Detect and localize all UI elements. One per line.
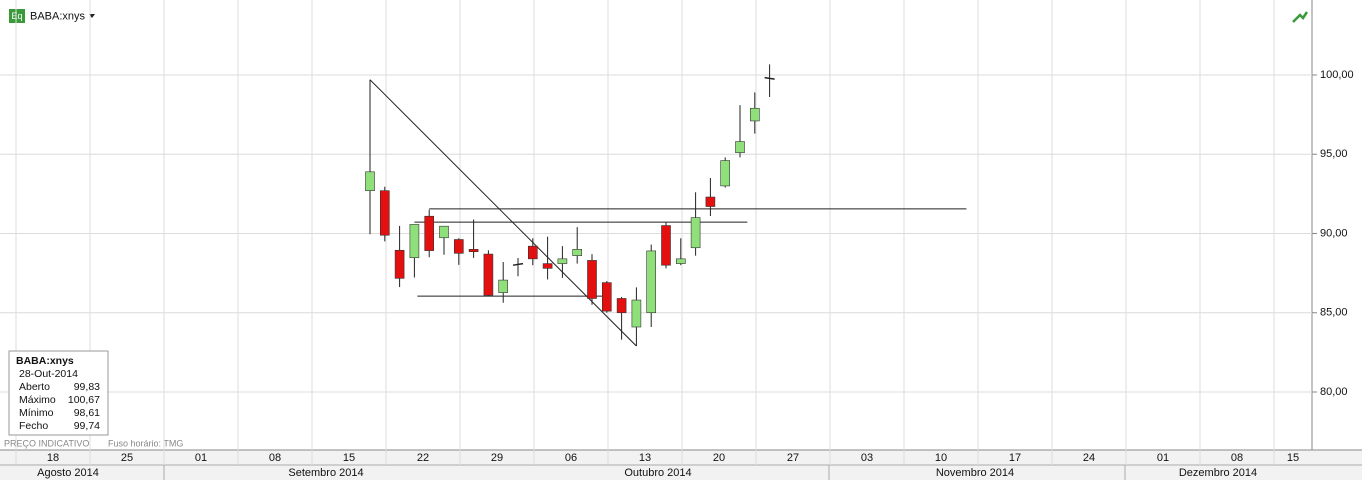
symbol-icon[interactable] — [9, 9, 25, 23]
info-label: Fecho — [19, 420, 48, 432]
info-value: 99,74 — [74, 420, 100, 432]
info-value: 98,61 — [74, 407, 100, 419]
x-tick-label: 06 — [565, 452, 577, 464]
body — [512, 262, 524, 266]
x-tick-label: 29 — [491, 452, 503, 464]
x-tick-label: 08 — [269, 452, 281, 464]
body — [764, 76, 775, 80]
body — [379, 190, 390, 236]
footer-note: PREÇO INDICATIVO — [4, 438, 89, 448]
month-label: Dezembro 2014 — [1179, 467, 1257, 479]
x-tick-label: 15 — [343, 452, 355, 464]
info-value: 100,67 — [68, 394, 100, 406]
y-axis-band — [1312, 0, 1362, 450]
x-tick-label: 20 — [713, 452, 725, 464]
body — [483, 253, 494, 296]
body — [749, 107, 760, 122]
body — [424, 215, 435, 251]
body — [409, 224, 420, 259]
x-tick-label: 03 — [861, 452, 873, 464]
x-tick-label: 08 — [1231, 452, 1243, 464]
info-frame — [8, 350, 109, 436]
month-label: Outubro 2014 — [624, 467, 691, 479]
body — [557, 258, 568, 264]
body — [527, 245, 538, 260]
info-date: 28-Out-2014 — [19, 368, 78, 380]
body — [468, 249, 479, 253]
y-tick-label: 100,00 — [1320, 69, 1354, 81]
info-symbol: BABA:xnys — [16, 355, 74, 367]
x-tick-label: 15 — [1287, 452, 1299, 464]
x-tick-label: 22 — [417, 452, 429, 464]
body — [572, 249, 583, 256]
body — [394, 249, 405, 279]
info-value: 99,83 — [74, 381, 100, 393]
body — [365, 171, 375, 191]
info-box: BABA:xnys 28-Out-2014 Aberto 99,83 Máximo 1… — [8, 350, 109, 436]
x-tick-label: 01 — [1157, 452, 1169, 464]
month-label: Novembro 2014 — [936, 467, 1014, 479]
x-tick-label: 01 — [195, 452, 207, 464]
symbol-icon-text: Eq — [11, 11, 22, 21]
x-tick-label: 27 — [787, 452, 799, 464]
chart-icon[interactable] — [1292, 11, 1309, 23]
x-tick-label: 18 — [47, 452, 59, 464]
x-tick-label: 13 — [639, 452, 651, 464]
y-tick-label: 90,00 — [1320, 227, 1348, 239]
body — [616, 298, 627, 314]
body — [587, 260, 597, 299]
x-tick-label: 25 — [121, 452, 133, 464]
y-tick-label: 85,00 — [1320, 307, 1348, 319]
body — [498, 279, 509, 293]
body — [720, 160, 731, 187]
x-tick-label: 24 — [1083, 452, 1095, 464]
body — [735, 141, 745, 153]
body — [542, 263, 553, 269]
month-label: Agosto 2014 — [37, 467, 99, 479]
body — [690, 217, 701, 249]
info-label: Máximo — [19, 394, 56, 406]
body — [453, 239, 464, 254]
x-tick-label: 10 — [935, 452, 947, 464]
info-label: Aberto — [19, 381, 50, 393]
month-label: Setembro 2014 — [288, 467, 363, 479]
body — [646, 250, 657, 314]
x-tick-label: 17 — [1009, 452, 1021, 464]
trend-line — [369, 79, 637, 347]
body — [439, 225, 449, 239]
footer-timezone: Fuso horário: TMG — [108, 438, 183, 448]
info-label: Mínimo — [19, 407, 54, 419]
y-tick-label: 95,00 — [1320, 148, 1348, 160]
body — [631, 299, 642, 328]
symbol-name[interactable]: BABA:xnys — [30, 10, 86, 22]
body — [601, 282, 612, 312]
body — [705, 196, 716, 207]
body — [661, 225, 671, 266]
y-tick-label: 80,00 — [1320, 386, 1348, 398]
body — [675, 258, 686, 264]
